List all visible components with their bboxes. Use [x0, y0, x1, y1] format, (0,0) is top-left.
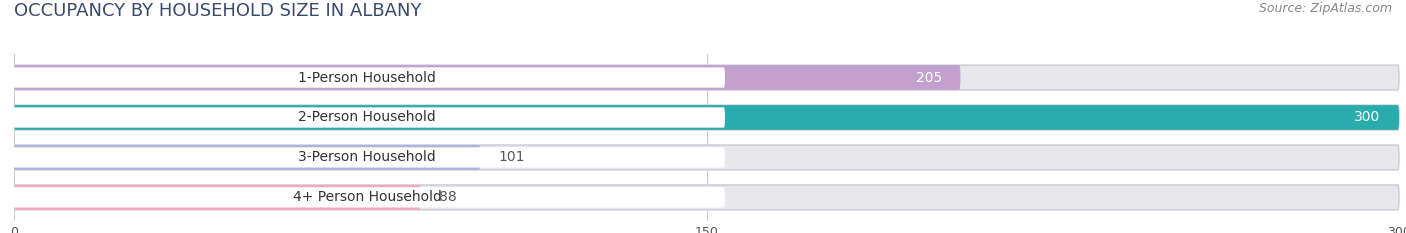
FancyBboxPatch shape [10, 107, 725, 128]
FancyBboxPatch shape [14, 185, 420, 210]
Text: 88: 88 [439, 190, 457, 204]
FancyBboxPatch shape [14, 65, 1399, 90]
FancyBboxPatch shape [14, 65, 960, 90]
Text: 2-Person Household: 2-Person Household [298, 110, 436, 124]
Text: Source: ZipAtlas.com: Source: ZipAtlas.com [1258, 2, 1392, 15]
Text: 1-Person Household: 1-Person Household [298, 71, 436, 85]
Text: 205: 205 [915, 71, 942, 85]
Text: 3-Person Household: 3-Person Household [298, 151, 436, 164]
FancyBboxPatch shape [14, 105, 1399, 130]
FancyBboxPatch shape [14, 185, 1399, 210]
FancyBboxPatch shape [10, 187, 725, 208]
FancyBboxPatch shape [10, 67, 725, 88]
Text: 4+ Person Household: 4+ Person Household [292, 190, 441, 204]
FancyBboxPatch shape [14, 145, 1399, 170]
FancyBboxPatch shape [10, 147, 725, 168]
Text: 300: 300 [1354, 110, 1381, 124]
FancyBboxPatch shape [14, 145, 481, 170]
Text: 101: 101 [499, 151, 526, 164]
FancyBboxPatch shape [14, 105, 1399, 130]
Text: OCCUPANCY BY HOUSEHOLD SIZE IN ALBANY: OCCUPANCY BY HOUSEHOLD SIZE IN ALBANY [14, 2, 422, 20]
